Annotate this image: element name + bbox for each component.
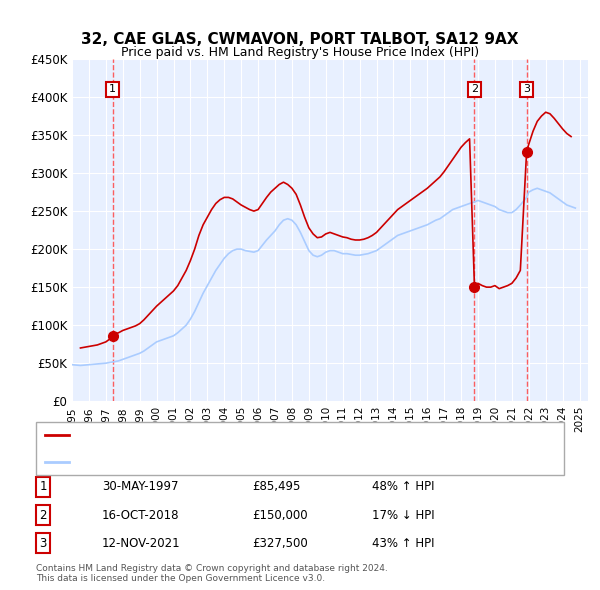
Text: 12-NOV-2021: 12-NOV-2021	[102, 537, 181, 550]
Text: 16-OCT-2018: 16-OCT-2018	[102, 509, 179, 522]
Text: 2: 2	[40, 509, 47, 522]
Text: Contains HM Land Registry data © Crown copyright and database right 2024.
This d: Contains HM Land Registry data © Crown c…	[36, 563, 388, 583]
Text: Price paid vs. HM Land Registry's House Price Index (HPI): Price paid vs. HM Land Registry's House …	[121, 46, 479, 59]
Text: 3: 3	[40, 537, 47, 550]
Text: £85,495: £85,495	[252, 480, 301, 493]
Text: 32, CAE GLAS, CWMAVON, PORT TALBOT, SA12 9AX: 32, CAE GLAS, CWMAVON, PORT TALBOT, SA12…	[81, 32, 519, 47]
Text: 1: 1	[109, 84, 116, 94]
Text: 43% ↑ HPI: 43% ↑ HPI	[372, 537, 434, 550]
Text: 3: 3	[523, 84, 530, 94]
Text: 32, CAE GLAS, CWMAVON, PORT TALBOT, SA12 9AX (detached house): 32, CAE GLAS, CWMAVON, PORT TALBOT, SA12…	[73, 430, 437, 440]
Text: 1: 1	[40, 480, 47, 493]
Text: £150,000: £150,000	[252, 509, 308, 522]
Text: 17% ↓ HPI: 17% ↓ HPI	[372, 509, 434, 522]
Text: £327,500: £327,500	[252, 537, 308, 550]
Text: 2: 2	[471, 84, 478, 94]
Text: 48% ↑ HPI: 48% ↑ HPI	[372, 480, 434, 493]
Text: HPI: Average price, detached house, Neath Port Talbot: HPI: Average price, detached house, Neat…	[73, 457, 356, 467]
Text: 30-MAY-1997: 30-MAY-1997	[102, 480, 179, 493]
